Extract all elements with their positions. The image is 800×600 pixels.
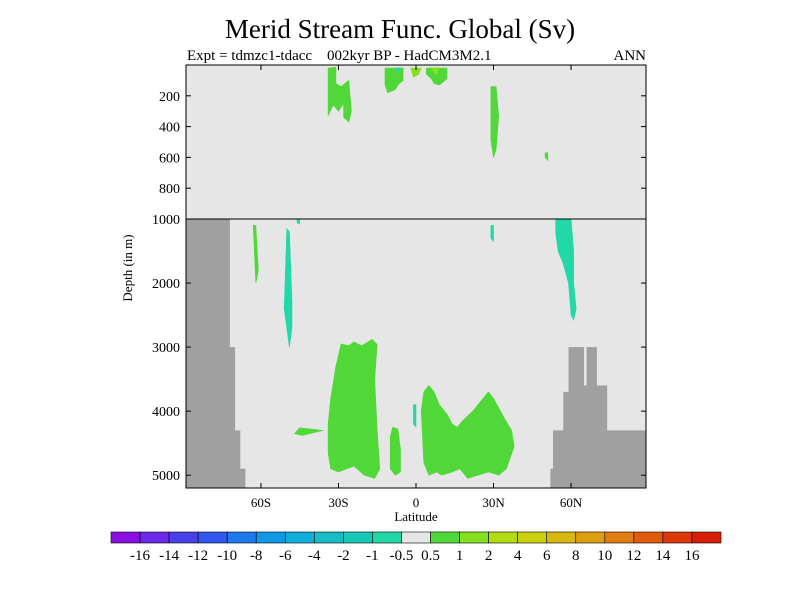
colorbar-swatch bbox=[197, 531, 228, 544]
stream-region bbox=[490, 225, 494, 243]
stream-region bbox=[394, 67, 402, 74]
upper-panel-background bbox=[186, 65, 646, 219]
colorbar-swatch bbox=[284, 531, 315, 544]
x-tick-label: 60S bbox=[251, 495, 271, 510]
colorbar-swatch bbox=[633, 531, 664, 544]
x-tick-label: 30S bbox=[328, 495, 348, 510]
colorbar-label: -12 bbox=[188, 548, 208, 564]
colorbar-swatch bbox=[517, 531, 548, 544]
colorbar-swatch bbox=[226, 531, 257, 544]
y-tick-label: 3000 bbox=[152, 341, 180, 356]
colorbar-label: 0.5 bbox=[421, 548, 440, 564]
colorbar-label: 12 bbox=[626, 548, 641, 564]
x-tick-label: 0 bbox=[413, 495, 420, 510]
stream-region bbox=[283, 227, 293, 348]
upper-depth-panel bbox=[186, 65, 646, 219]
stream-region bbox=[555, 219, 577, 322]
stream-region bbox=[327, 66, 352, 123]
stream-region bbox=[544, 152, 549, 162]
colorbar-label: 4 bbox=[514, 548, 522, 564]
colorbar-swatch bbox=[430, 531, 460, 544]
colorbar-swatch bbox=[343, 531, 373, 544]
stream-region bbox=[425, 67, 448, 86]
colorbar-label: -4 bbox=[308, 548, 321, 564]
y-tick-label: 800 bbox=[159, 182, 180, 197]
colorbar-swatch bbox=[662, 531, 693, 544]
stream-region bbox=[413, 404, 417, 429]
colorbar-swatch bbox=[401, 531, 431, 544]
stream-region bbox=[490, 86, 500, 158]
colorbar-label: 10 bbox=[597, 548, 612, 564]
colorbar-swatch bbox=[255, 531, 286, 544]
colorbar-swatch bbox=[110, 531, 141, 544]
colorbar-label: -14 bbox=[159, 548, 179, 564]
colorbar-label: 8 bbox=[572, 548, 580, 564]
colorbar-swatch bbox=[168, 531, 199, 544]
colorbar-swatch bbox=[459, 531, 489, 544]
colorbar-swatch bbox=[691, 531, 722, 544]
colorbar-label: 1 bbox=[456, 548, 464, 564]
y-tick-label: 600 bbox=[159, 151, 180, 166]
stream-region bbox=[420, 385, 515, 479]
colorbar-label: -0.5 bbox=[390, 548, 414, 564]
x-tick-label: 60N bbox=[560, 495, 583, 510]
y-tick-label: 2000 bbox=[152, 277, 180, 292]
colorbar-swatch bbox=[488, 531, 518, 544]
stream-region bbox=[389, 426, 401, 476]
colorbar-label: -6 bbox=[279, 548, 292, 564]
colorbar-swatch bbox=[604, 531, 635, 544]
stream-region bbox=[327, 339, 381, 479]
chart-title: Merid Stream Func. Global (Sv) bbox=[224, 14, 576, 44]
colorbar-swatch bbox=[546, 531, 577, 544]
land-mask-south bbox=[186, 219, 246, 488]
colorbar-label: -16 bbox=[130, 548, 150, 564]
x-axis-label: Latitude bbox=[394, 509, 438, 524]
colorbar-label: 16 bbox=[685, 548, 701, 564]
colorbar-label: -2 bbox=[337, 548, 350, 564]
colorbar-label: -8 bbox=[250, 548, 263, 564]
season-label: ANN bbox=[613, 48, 647, 64]
stream-region bbox=[296, 219, 301, 225]
colorbar-swatch bbox=[372, 531, 402, 544]
colorbar-label: -1 bbox=[366, 548, 379, 564]
colorbar-swatch bbox=[575, 531, 606, 544]
stream-region bbox=[410, 67, 422, 78]
colorbar: -16 -14 -12 -10 -8 -6 -4 -2 -1 -0.5 0.5 1 2 4 6 8 10 12 14… bbox=[110, 531, 722, 564]
period-model-label: 002kyr BP - HadCM3M2.1 bbox=[327, 48, 492, 64]
stream-region bbox=[384, 67, 404, 94]
colorbar-label: 6 bbox=[543, 548, 551, 564]
y-tick-label: 1000 bbox=[152, 213, 180, 228]
experiment-label: Expt = tdmzc1-tdacc bbox=[187, 48, 313, 64]
stream-region bbox=[293, 427, 324, 436]
colorbar-label: 14 bbox=[655, 548, 671, 564]
axes: 200 400 600 800 1000 2000 3000 4000 5000 60S 30S 0 3… bbox=[152, 64, 647, 510]
x-tick-label: 30N bbox=[482, 495, 505, 510]
stream-region bbox=[430, 67, 440, 75]
stream-region bbox=[252, 225, 259, 284]
colorbar-swatch bbox=[314, 531, 344, 544]
colorbar-swatch bbox=[139, 531, 170, 544]
y-axis-label: Depth (in m) bbox=[120, 234, 135, 301]
land-mask-north bbox=[550, 347, 646, 488]
y-tick-label: 5000 bbox=[152, 469, 180, 484]
colorbar-label: -10 bbox=[217, 548, 237, 564]
y-tick-label: 4000 bbox=[152, 405, 180, 420]
y-tick-label: 200 bbox=[159, 90, 180, 105]
colorbar-label: 2 bbox=[485, 548, 493, 564]
y-tick-label: 400 bbox=[159, 121, 180, 136]
lower-depth-panel bbox=[186, 219, 646, 488]
